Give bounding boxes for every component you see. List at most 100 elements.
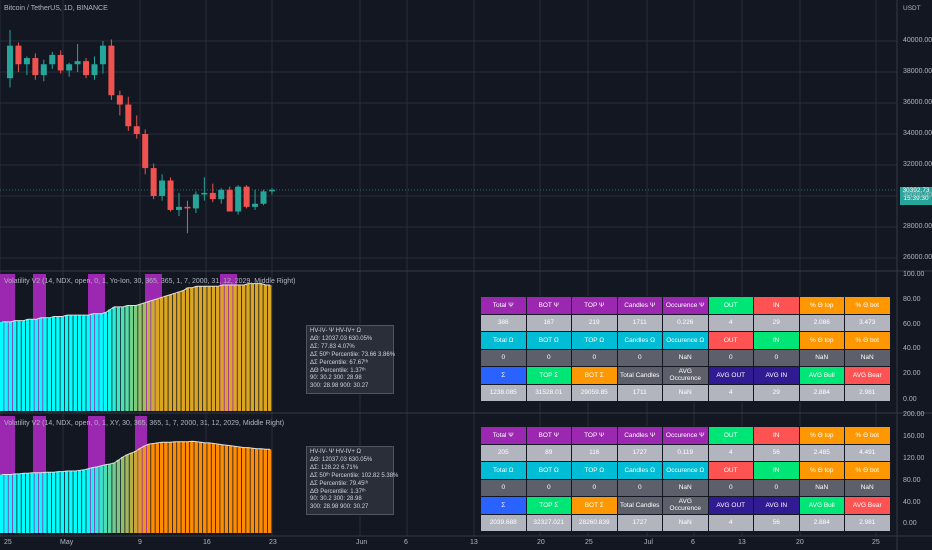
tooltip-line: ΔΘ Percentile: 1.37ᵗʰ [310,488,366,495]
volatility-column [129,305,134,411]
volatility-column [246,283,250,411]
volatility-column [190,441,194,533]
stats-cell: TOP Ω [571,461,618,480]
stats-cell: 0 [753,348,800,367]
tooltip-line: ΔΣ Percentile: 79.45ᵗʰ [310,480,369,487]
stats-cell: BOT Σ [571,366,618,385]
time-tick-label: 16 [203,539,211,546]
stats-row: Σ TOP Σ BOT Σ Total Candles AVG Occurence AVG… [480,496,891,515]
volatility-column [194,441,198,533]
volatility-column [181,290,185,411]
volatility-line [2,440,270,475]
stats-cell: 0 [480,348,527,367]
volatility-column [211,286,216,411]
volatility-column [194,286,198,411]
stats-cell: OUT [707,331,754,350]
stats-cell: 28260.839 [571,513,618,532]
tooltip-line: 300: 28.98 900: 30.27 [310,383,369,390]
candle-body [159,180,166,196]
price-tick-label: 28000.00 [903,223,932,230]
stats-cell: TOP Σ [525,366,572,385]
candle-body [176,206,182,210]
stats-cell: % Θ top [798,296,845,315]
symbol-title[interactable]: Bitcoin / TetherUS, 1D, BINANCE [4,5,108,12]
volatility-column [146,444,151,533]
time-tick-label: May [60,539,74,546]
volatility-column [112,306,116,411]
stats-cell: NaN [798,478,845,497]
stats-cell: TOP Σ [525,496,572,515]
time-tick-label: 20 [796,539,804,546]
stats-cell: Total Ψ [480,296,527,315]
volatility-column [172,293,177,411]
time-tick-label: Jun [356,539,368,546]
stats-cell: AVG IN [753,366,800,385]
volatility-column [207,286,211,411]
stats-cell: 2.981 [844,513,891,532]
candle-body [49,54,56,65]
volatility-column [220,284,224,411]
volatility-column [138,304,142,411]
tooltip-line: 300: 28.98 900: 30.27 [310,504,369,511]
stats-cell: NaN [844,478,891,497]
volatility-column [60,471,64,533]
stats-cell: Total Ω [480,331,527,350]
candle-body [99,45,106,65]
indicator2-title[interactable]: Volatility V2 (14, NDX, open, 0, 1, XY, … [4,420,285,427]
psi-zone [220,274,237,411]
volatility-column [185,441,190,533]
volatility-column [250,283,255,411]
volatility-column [0,474,4,533]
stats-row: 205 89 116 1727 0.119 4 56 2.485 4.491 [480,443,891,462]
candle-body [218,189,225,200]
stats-cell: NaN [798,348,845,367]
volatility-column [125,305,129,411]
volatility-column [4,474,8,533]
stats-cell: % Θ bot [844,461,891,480]
indicator1-title[interactable]: Volatility V2 (14, NDX, open, 0, 1, Yo-I… [4,278,296,285]
currency-label: USDT [903,5,921,12]
volatility-column [125,454,129,533]
volatility-column [64,315,69,411]
stats-cell: 0 [707,348,754,367]
volatility-column [241,284,246,411]
stats-cell: 32327.021 [525,513,572,532]
last-price-badge: 30392.73 15:39:30 [900,187,932,205]
price-tick-label: 26000.00 [903,254,932,261]
volatility-column [108,463,112,533]
volatility-column [116,459,121,533]
tooltip-line: HV-IV- Ψ HV-IV+ Ω [310,328,362,334]
stats-cell: 1238.085 [480,383,527,402]
candle-body [243,186,250,207]
volatility-column [133,451,138,533]
stats-cell: AVG Bear [844,366,891,385]
volatility-column [250,448,255,533]
stats-cell: 0 [571,478,618,497]
volatility-column [120,456,125,533]
stats-cell: IN [753,426,800,445]
volatility-column [108,309,112,411]
volatility-column [142,445,147,533]
candle-body [125,104,132,127]
stats-cell: IN [753,331,800,350]
stats-cell: Occurence Ω [662,331,709,350]
tooltip-line: 90: 30.2 300: 28.98 [310,375,362,382]
volatility-column [51,316,56,411]
indicator1-stats-table: Total Ψ BOT Ψ TOP Ψ Candles Ψ Occurence Ψ OUT… [480,296,891,402]
volatility-column [155,442,160,533]
stats-cell: OUT [707,296,754,315]
volatility-column [69,470,73,533]
volatility-column [168,294,172,411]
volatility-column [220,444,224,533]
candle-body [268,189,275,192]
bar-countdown: 15:39:30 [903,195,929,202]
stats-cell: BOT Ω [525,331,572,350]
volatility-column [168,442,172,533]
stats-row: 1238.085 31528.01 29059.85 1711 NaN 4 29 2.884 2… [480,383,891,402]
tooltip-line: ΔΣ: 128.22 6.71% [310,464,359,471]
volatility-column [12,473,17,533]
stats-cell: NaN [662,348,709,367]
volatility-column [181,441,185,533]
